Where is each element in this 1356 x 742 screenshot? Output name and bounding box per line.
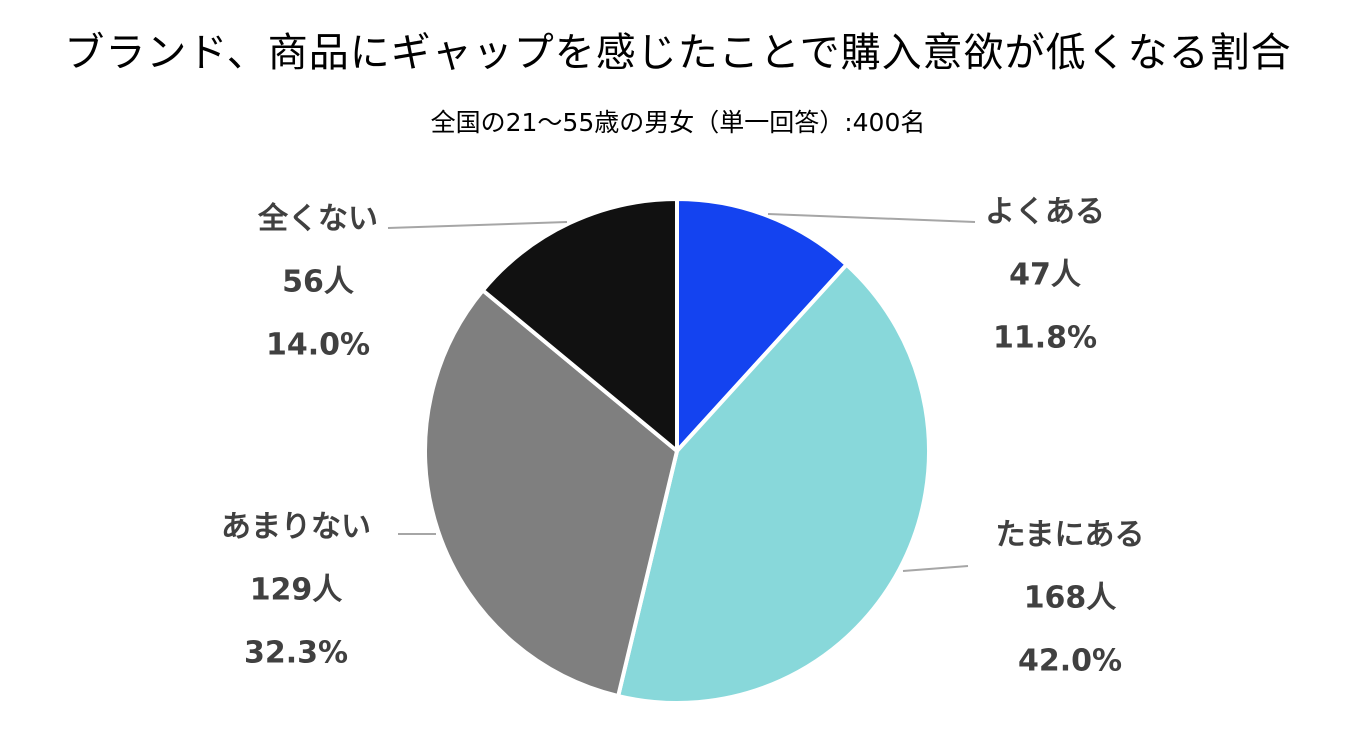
slice-percent-2: 42.0%	[1018, 644, 1122, 679]
slice-label-4: 全くない	[257, 202, 378, 237]
slice-label-2: たまにある	[995, 518, 1144, 553]
pie-slice-4	[480, 197, 679, 453]
slice-percent-1: 11.8%	[993, 321, 1097, 356]
slice-label-1: よくある	[985, 195, 1105, 230]
leader-line-4	[387, 221, 568, 229]
pie-slices	[423, 197, 932, 705]
slice-label-3: あまりない	[221, 510, 371, 545]
pie-slice-3	[423, 288, 679, 699]
slice-percent-4: 14.0%	[266, 328, 370, 363]
pie-slice-2	[616, 262, 932, 705]
leader-line-1	[767, 213, 976, 223]
pie-slice-1	[675, 197, 849, 453]
slice-labels: よくある 47人 11.8% たまにある 168人 42.0% あまりない 129人 32.3%…	[221, 195, 1145, 679]
chart-subtitle: 全国の21〜55歳の男女（単一回答）:400名	[430, 108, 926, 137]
slice-count-3: 129人	[250, 573, 343, 608]
leader-line-2	[902, 565, 969, 572]
leader-lines	[387, 213, 976, 572]
slice-count-1: 47人	[1009, 258, 1081, 293]
slice-percent-3: 32.3%	[244, 636, 348, 671]
slice-count-4: 56人	[282, 265, 354, 300]
slice-count-2: 168人	[1024, 581, 1117, 616]
chart-title: ブランド、商品にギャップを感じたことで購入意欲が低くなる割合	[64, 30, 1292, 76]
